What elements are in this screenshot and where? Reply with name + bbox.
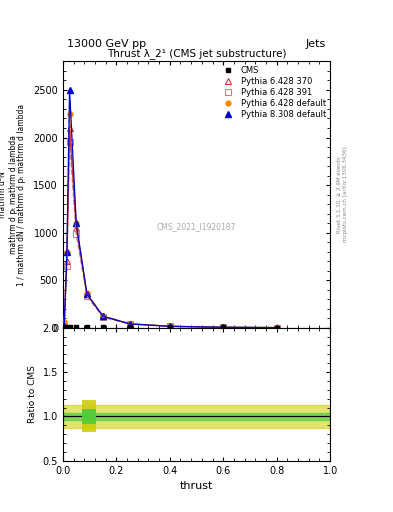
Pythia 6.428 370: [67, 125, 72, 131]
Text: 13000 GeV pp: 13000 GeV pp: [67, 38, 146, 49]
Pythia 6.428 default: [221, 324, 226, 330]
Pythia 6.428 370: [84, 291, 89, 297]
Pythia 8.308 default: [274, 325, 279, 331]
Pythia 6.428 391: [101, 314, 105, 321]
Bar: [63, 405, 330, 428]
Pythia 6.428 default: [67, 111, 72, 117]
Pythia 8.308 default: [67, 87, 72, 93]
Pythia 6.428 370: [62, 321, 66, 327]
Pythia 8.308 default: [167, 323, 172, 329]
Pythia 6.428 391: [62, 322, 66, 328]
Pythia 6.428 370: [74, 225, 79, 231]
Pythia 6.428 default: [274, 325, 279, 331]
CMS: [167, 324, 172, 330]
Y-axis label: Ratio to CMS: Ratio to CMS: [28, 365, 37, 423]
Pythia 8.308 default: [62, 323, 66, 329]
Pythia 6.428 370: [64, 258, 69, 264]
CMS: [274, 325, 279, 331]
Bar: [82, 400, 96, 433]
CMS: [221, 325, 226, 331]
Line: Pythia 6.428 default: Pythia 6.428 default: [62, 111, 279, 330]
X-axis label: thrust: thrust: [180, 481, 213, 491]
Line: Pythia 6.428 391: Pythia 6.428 391: [61, 139, 280, 331]
Pythia 6.428 391: [74, 231, 79, 238]
Pythia 6.428 391: [84, 293, 89, 300]
Bar: [82, 409, 96, 423]
CMS: [67, 324, 72, 330]
Pythia 6.428 370: [167, 323, 172, 329]
Bar: [63, 413, 330, 420]
Pythia 6.428 default: [101, 313, 105, 319]
Pythia 6.428 default: [64, 248, 69, 254]
Pythia 6.428 370: [101, 313, 105, 319]
Pythia 6.428 391: [167, 323, 172, 329]
Pythia 6.428 391: [64, 263, 69, 269]
CMS: [62, 324, 66, 330]
Pythia 6.428 391: [67, 139, 72, 145]
Line: CMS: CMS: [62, 324, 279, 330]
Line: Pythia 6.428 370: Pythia 6.428 370: [61, 125, 280, 331]
Pythia 6.428 default: [84, 290, 89, 296]
Text: 1 / mathrm dN / mathrm d pₜ mathrm d lambda: 1 / mathrm dN / mathrm d pₜ mathrm d lam…: [17, 103, 26, 286]
Pythia 8.308 default: [64, 248, 69, 254]
Pythia 6.428 default: [127, 321, 132, 327]
Legend: CMS, Pythia 6.428 370, Pythia 6.428 391, Pythia 6.428 default, Pythia 8.308 defa: CMS, Pythia 6.428 370, Pythia 6.428 391,…: [217, 64, 328, 121]
Text: CMS_2021_I1920187: CMS_2021_I1920187: [157, 222, 236, 231]
Text: Rivet 3.1.10, ≥ 2.9M events: Rivet 3.1.10, ≥ 2.9M events: [336, 156, 341, 233]
CMS: [127, 324, 132, 330]
Pythia 6.428 370: [274, 325, 279, 331]
Pythia 6.428 default: [62, 319, 66, 326]
Pythia 8.308 default: [101, 313, 105, 319]
Text: mcplots.cern.ch [arXiv:1306.3436]: mcplots.cern.ch [arXiv:1306.3436]: [343, 147, 347, 242]
Pythia 8.308 default: [127, 321, 132, 327]
Pythia 6.428 default: [167, 323, 172, 329]
Pythia 6.428 370: [127, 321, 132, 327]
Pythia 6.428 391: [274, 325, 279, 331]
Line: Pythia 8.308 default: Pythia 8.308 default: [61, 87, 280, 331]
Pythia 6.428 370: [221, 324, 226, 330]
Title: Thrust λ_2¹ (CMS jet substructure): Thrust λ_2¹ (CMS jet substructure): [107, 48, 286, 59]
Pythia 6.428 default: [74, 220, 79, 226]
Pythia 6.428 391: [221, 324, 226, 330]
CMS: [84, 324, 89, 330]
Pythia 8.308 default: [221, 324, 226, 330]
Pythia 8.308 default: [74, 220, 79, 226]
CMS: [64, 324, 69, 330]
Pythia 6.428 391: [127, 321, 132, 327]
CMS: [101, 324, 105, 330]
CMS: [74, 324, 79, 330]
Pythia 8.308 default: [84, 291, 89, 297]
Text: Jets: Jets: [306, 38, 326, 49]
Text: mathrm d²N
mathrm d pₜ mathrm d lambda: mathrm d²N mathrm d pₜ mathrm d lambda: [0, 135, 18, 254]
